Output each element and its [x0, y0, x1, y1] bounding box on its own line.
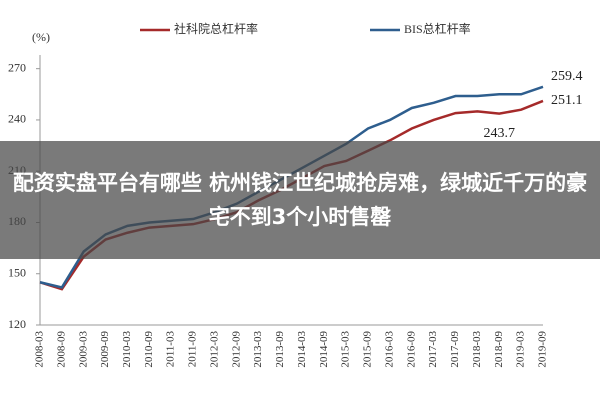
x-tick-label: 2015-09 [362, 331, 374, 368]
x-tick-label: 2019-03 [515, 331, 527, 368]
x-tick-label: 2018-09 [493, 331, 505, 368]
legend-label: 社科院总杠杆率 [174, 21, 258, 36]
x-tick-label: 2017-03 [427, 331, 439, 368]
y-tick-label: 120 [8, 317, 26, 331]
overlay-title: 配资实盘平台有哪些 杭州钱江世纪城抢房难，绿城近千万的豪宅不到3个小时售罄 [12, 171, 588, 229]
y-tick-label: 150 [8, 265, 26, 279]
x-tick-label: 2019-09 [537, 331, 549, 368]
y-tick-label: 240 [8, 112, 26, 126]
x-tick-label: 2012-09 [230, 331, 242, 368]
x-tick-label: 2011-03 [165, 331, 177, 368]
y-tick-label: 270 [8, 60, 26, 74]
y-axis-label: (%) [32, 30, 50, 44]
x-tick-label: 2008-09 [55, 331, 67, 368]
value-label: 251.1 [551, 93, 583, 108]
x-tick-label: 2008-03 [34, 331, 46, 368]
x-tick-label: 2012-03 [208, 331, 220, 368]
value-label: 243.7 [484, 126, 516, 141]
legend-label: BIS总杠杆率 [404, 21, 471, 36]
x-tick-label: 2010-09 [143, 331, 155, 368]
x-tick-label: 2014-09 [318, 331, 330, 368]
overlay-banner: 配资实盘平台有哪些 杭州钱江世纪城抢房难，绿城近千万的豪宅不到3个小时售罄 [0, 141, 600, 259]
x-tick-label: 2013-09 [274, 331, 286, 368]
x-tick-label: 2013-03 [252, 331, 264, 368]
x-tick-label: 2009-09 [99, 331, 111, 368]
x-tick-label: 2016-09 [405, 331, 417, 368]
x-tick-label: 2018-03 [471, 331, 483, 368]
x-tick-label: 2016-03 [383, 331, 395, 368]
x-tick-label: 2017-09 [449, 331, 461, 368]
x-tick-label: 2010-03 [121, 331, 133, 368]
x-tick-label: 2011-09 [187, 331, 199, 368]
x-tick-label: 2014-03 [296, 331, 308, 368]
value-label: 259.4 [551, 69, 583, 84]
x-tick-label: 2009-03 [77, 331, 89, 368]
x-tick-label: 2015-03 [340, 331, 352, 368]
